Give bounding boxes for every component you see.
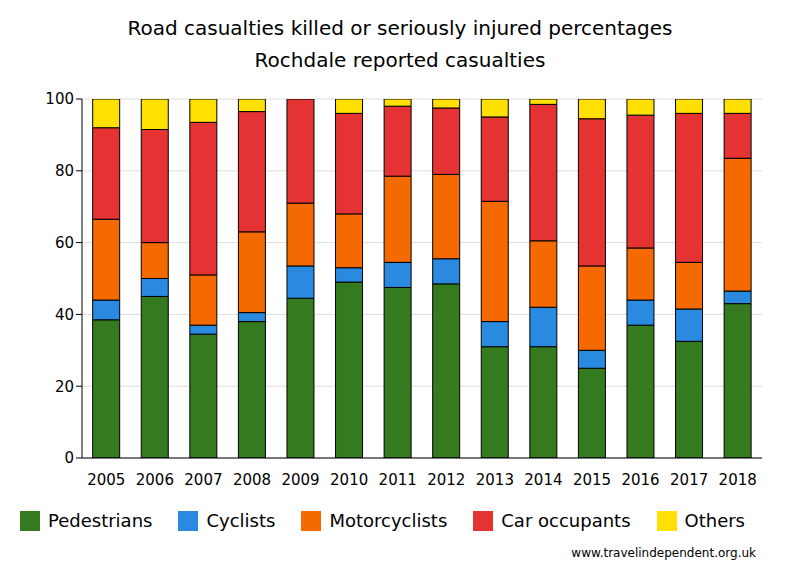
svg-text:2009: 2009 xyxy=(281,471,319,489)
svg-text:100: 100 xyxy=(45,90,74,108)
html-text:Car occupants: Car occupants xyxy=(501,510,631,531)
html-text:Road casualties killed or seri: Road casualties killed or seriously inju… xyxy=(127,16,673,40)
svg-text:2017: 2017 xyxy=(670,471,708,489)
svg-text:20: 20 xyxy=(55,378,74,396)
svg-text:60: 60 xyxy=(55,234,74,252)
html-text:Others: Others xyxy=(684,510,745,531)
html-text:Cyclists: Cyclists xyxy=(206,510,276,531)
html-text:Motorcyclists: Motorcyclists xyxy=(329,510,448,531)
svg-text:2013: 2013 xyxy=(476,471,514,489)
svg-text:2011: 2011 xyxy=(379,471,417,489)
html-text:Pedestrians: Pedestrians xyxy=(48,510,153,531)
svg-text:2018: 2018 xyxy=(719,471,757,489)
svg-text:2005: 2005 xyxy=(87,471,125,489)
svg-text:2007: 2007 xyxy=(184,471,222,489)
svg-text:40: 40 xyxy=(55,306,74,324)
svg-text:0: 0 xyxy=(64,449,74,467)
html-text:Rochdale reported casualties: Rochdale reported casualties xyxy=(254,48,546,72)
svg-text:2006: 2006 xyxy=(136,471,174,489)
svg-text:2012: 2012 xyxy=(427,471,465,489)
html-text:www.travelindependent.org.uk: www.travelindependent.org.uk xyxy=(571,546,756,560)
svg-text:2015: 2015 xyxy=(573,471,611,489)
svg-text:2014: 2014 xyxy=(524,471,562,489)
svg-text:2016: 2016 xyxy=(621,471,659,489)
svg-text:2010: 2010 xyxy=(330,471,368,489)
svg-text:2008: 2008 xyxy=(233,471,271,489)
svg-text:80: 80 xyxy=(55,162,74,180)
